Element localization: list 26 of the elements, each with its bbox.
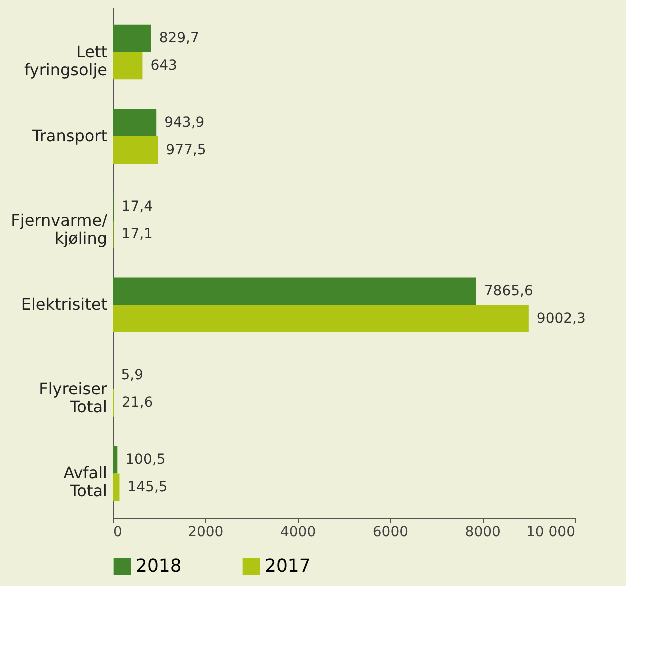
legend-label: 2018: [136, 556, 182, 577]
legend-label: 2017: [265, 556, 311, 577]
y-tick-label: Avfall Total: [64, 464, 108, 501]
y-tick-label: Flyreiser Total: [39, 379, 108, 416]
data-label: 17,1: [122, 226, 153, 243]
data-label: 17,4: [122, 199, 154, 216]
data-label: 9002,3: [536, 310, 586, 327]
data-label: 829,7: [159, 30, 200, 47]
data-label: 643: [150, 58, 178, 74]
y-tick-label: Lett fyringsolje: [24, 42, 108, 80]
data-label: 21,6: [122, 395, 154, 412]
data-label: 145,5: [128, 479, 168, 496]
y-tick-label: Transport: [31, 126, 108, 146]
x-tick-label: 10 000: [526, 524, 576, 540]
x-tick-label: 8000: [465, 524, 501, 540]
x-tick-label: 6000: [372, 524, 409, 540]
data-label: 7865,6: [484, 283, 534, 300]
data-label: 100,5: [126, 452, 166, 468]
x-tick-label: 4000: [280, 524, 316, 540]
x-tick-label: 0: [114, 524, 122, 540]
y-tick-label: Elektrisitet: [21, 295, 108, 314]
data-label: 5,9: [121, 368, 144, 384]
y-tick-label: Fjernvarme/ kjøling: [11, 210, 108, 248]
data-label: 977,5: [166, 142, 206, 158]
x-tick-label: 2000: [188, 524, 224, 540]
data-label: 943,9: [164, 114, 205, 131]
